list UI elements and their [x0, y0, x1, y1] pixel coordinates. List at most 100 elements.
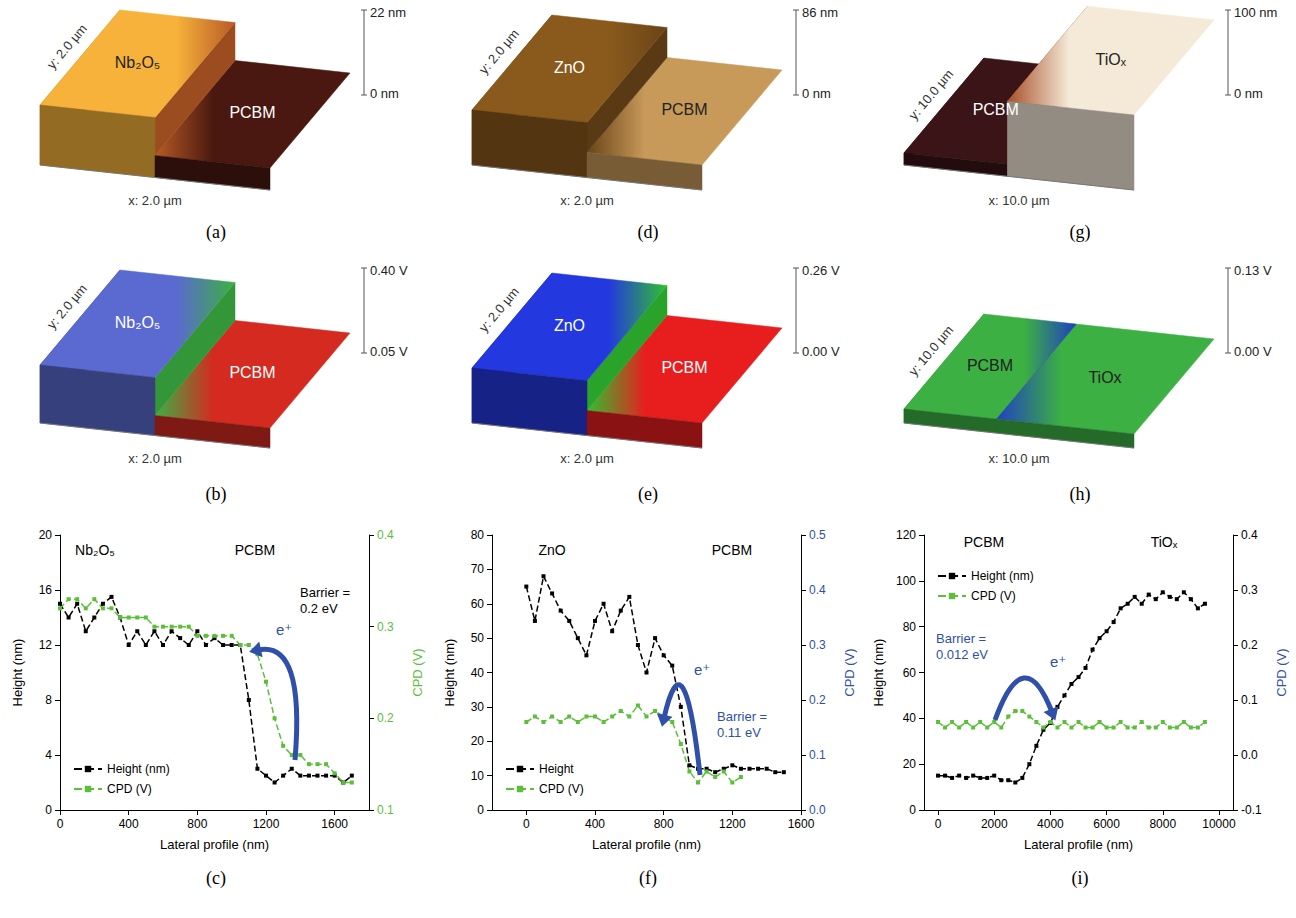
svg-text:0.2: 0.2 [1241, 638, 1258, 652]
svg-text:4: 4 [45, 748, 52, 762]
svg-text:0.2: 0.2 [809, 693, 826, 707]
svg-text:CPD (V): CPD (V) [1274, 648, 1289, 696]
svg-text:86 nm: 86 nm [802, 5, 838, 20]
svg-text:40: 40 [903, 711, 917, 725]
svg-text:PCBM: PCBM [661, 359, 707, 376]
svg-text:30: 30 [471, 700, 485, 714]
svg-text:y: 2.0 µm: y: 2.0 µm [44, 21, 90, 72]
svg-text:0: 0 [477, 803, 484, 817]
svg-text:Height (nm): Height (nm) [442, 639, 457, 707]
svg-text:Lateral profile (nm): Lateral profile (nm) [592, 837, 701, 852]
svg-text:x: 10.0 µm: x: 10.0 µm [989, 451, 1050, 466]
svg-text:0: 0 [935, 817, 942, 831]
svg-text:60: 60 [903, 666, 917, 680]
svg-text:0.40 V: 0.40 V [370, 263, 408, 278]
svg-text:2000: 2000 [981, 817, 1008, 831]
svg-text:CPD (V): CPD (V) [842, 648, 857, 696]
svg-text:PCBM: PCBM [229, 364, 275, 381]
svg-text:0.26 V: 0.26 V [802, 263, 840, 278]
svg-text:0.00 V: 0.00 V [802, 344, 840, 359]
svg-text:0.4: 0.4 [809, 583, 826, 597]
svg-text:0 nm: 0 nm [370, 86, 399, 101]
svg-text:y: 2.0 µm: y: 2.0 µm [476, 284, 522, 335]
svg-text:8: 8 [45, 693, 52, 707]
svg-text:Nb₂O₅: Nb₂O₅ [115, 314, 161, 331]
svg-text:10000: 10000 [1202, 817, 1236, 831]
svg-text:0: 0 [45, 803, 52, 817]
svg-text:e⁺: e⁺ [1050, 653, 1066, 670]
svg-text:400: 400 [119, 817, 139, 831]
svg-text:20: 20 [903, 757, 917, 771]
svg-text:PCBM: PCBM [661, 101, 707, 118]
svg-text:CPD (V): CPD (V) [971, 589, 1016, 603]
svg-text:Barrier =: Barrier = [936, 631, 986, 646]
svg-text:CPD (V): CPD (V) [539, 782, 584, 796]
svg-text:100: 100 [896, 574, 916, 588]
svg-text:Barrier =: Barrier = [300, 585, 350, 600]
svg-text:e⁺: e⁺ [694, 661, 710, 678]
svg-text:0: 0 [909, 803, 916, 817]
svg-text:0.11 eV: 0.11 eV [717, 725, 761, 740]
svg-text:60: 60 [471, 597, 485, 611]
svg-text:x: 2.0 µm: x: 2.0 µm [560, 451, 614, 466]
svg-text:8000: 8000 [1149, 817, 1176, 831]
svg-text:Barrier =: Barrier = [717, 709, 767, 724]
svg-text:-0.1: -0.1 [1241, 803, 1262, 817]
svg-text:120: 120 [896, 528, 916, 542]
svg-text:Height (nm): Height (nm) [10, 639, 25, 707]
svg-text:400: 400 [585, 817, 605, 831]
svg-text:0.3: 0.3 [1241, 583, 1258, 597]
svg-text:y: 2.0 µm: y: 2.0 µm [44, 281, 90, 332]
svg-text:12: 12 [39, 638, 53, 652]
svg-text:TiOx: TiOx [1088, 369, 1121, 386]
svg-text:Nb₂O₅: Nb₂O₅ [75, 542, 115, 558]
svg-text:0 nm: 0 nm [802, 86, 831, 101]
svg-text:0.1: 0.1 [809, 748, 826, 762]
svg-text:PCBM: PCBM [973, 101, 1019, 118]
svg-text:TiOₓ: TiOₓ [1151, 534, 1178, 550]
svg-text:0.13 V: 0.13 V [1234, 263, 1272, 278]
svg-text:Height: Height [539, 762, 574, 776]
svg-text:x: 2.0 µm: x: 2.0 µm [128, 193, 182, 208]
svg-text:x: 10.0 µm: x: 10.0 µm [989, 193, 1050, 208]
svg-text:10: 10 [471, 769, 485, 783]
svg-text:20: 20 [39, 528, 53, 542]
svg-text:CPD (V): CPD (V) [410, 648, 425, 696]
svg-text:0 nm: 0 nm [1234, 86, 1263, 101]
svg-text:50: 50 [471, 631, 485, 645]
svg-text:1200: 1200 [253, 817, 280, 831]
svg-text:0: 0 [523, 817, 530, 831]
svg-text:16: 16 [39, 583, 53, 597]
svg-text:0.1: 0.1 [377, 803, 394, 817]
svg-text:0.4: 0.4 [1241, 528, 1258, 542]
svg-text:800: 800 [187, 817, 207, 831]
svg-text:0.0: 0.0 [809, 803, 826, 817]
svg-text:1600: 1600 [321, 817, 348, 831]
svg-text:0.4: 0.4 [377, 528, 394, 542]
svg-text:4000: 4000 [1037, 817, 1064, 831]
svg-text:0.012 eV: 0.012 eV [936, 647, 988, 662]
svg-text:6000: 6000 [1093, 817, 1120, 831]
svg-text:0.0: 0.0 [1241, 748, 1258, 762]
svg-text:80: 80 [471, 528, 485, 542]
svg-text:Lateral profile (nm): Lateral profile (nm) [160, 837, 269, 852]
svg-text:y: 2.0 µm: y: 2.0 µm [476, 26, 522, 77]
svg-text:0.00 V: 0.00 V [1234, 344, 1272, 359]
svg-text:x: 2.0 µm: x: 2.0 µm [560, 193, 614, 208]
svg-text:100 nm: 100 nm [1234, 5, 1277, 20]
svg-text:1600: 1600 [788, 817, 815, 831]
svg-text:Height (nm): Height (nm) [971, 569, 1034, 583]
svg-text:ZnO: ZnO [538, 542, 565, 558]
svg-text:70: 70 [471, 562, 485, 576]
svg-text:80: 80 [903, 620, 917, 634]
svg-text:0.3: 0.3 [377, 620, 394, 634]
svg-text:PCBM: PCBM [235, 542, 275, 558]
svg-text:Height (nm): Height (nm) [107, 762, 170, 776]
svg-text:PCBM: PCBM [229, 104, 275, 121]
svg-text:Nb₂O₅: Nb₂O₅ [115, 54, 161, 71]
svg-text:CPD (V): CPD (V) [107, 782, 152, 796]
svg-text:0.2 eV: 0.2 eV [300, 601, 338, 616]
svg-text:0.5: 0.5 [809, 528, 826, 542]
svg-text:Height (nm): Height (nm) [871, 639, 886, 707]
svg-text:PCBM: PCBM [712, 542, 752, 558]
